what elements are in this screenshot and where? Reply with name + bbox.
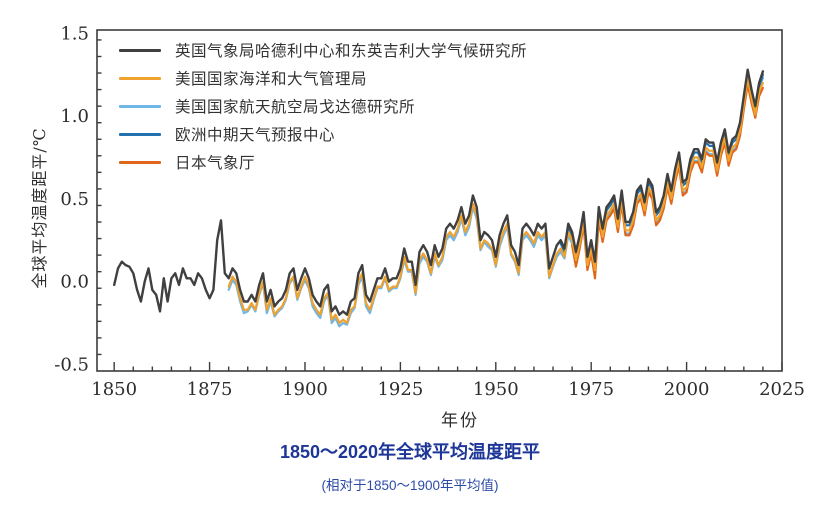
series-line-3	[559, 71, 765, 267]
svg-text:1850: 1850	[91, 379, 137, 400]
chart-subtitle: (相对于1850～1900年平均值)	[321, 478, 499, 493]
legend-line-sample-ukmo	[119, 48, 161, 52]
svg-text:1.0: 1.0	[60, 106, 89, 127]
svg-text:1950: 1950	[473, 379, 519, 400]
svg-text:0.0: 0.0	[60, 272, 89, 293]
legend-label-ukmo: 英国气象局哈德利中心和东英吉利大学气候研究所	[175, 42, 528, 60]
svg-text:1975: 1975	[568, 379, 614, 400]
svg-text:1925: 1925	[377, 379, 423, 400]
svg-text:2000: 2000	[664, 379, 710, 400]
svg-text:-0.5: -0.5	[54, 354, 89, 375]
legend-label-noaa: 美国国家海洋和大气管理局	[175, 70, 368, 88]
legend-line-sample-jma	[119, 160, 161, 164]
legend-item-ecmwf: 欧洲中期天气预报中心	[119, 120, 527, 148]
chart-title: 1850～2020年全球平均温度距平	[279, 442, 541, 462]
legend-label-jma: 日本气象厅	[175, 154, 256, 172]
svg-text:0.5: 0.5	[60, 189, 89, 210]
legend-line-sample-ecmwf	[119, 132, 161, 136]
svg-text:1875: 1875	[187, 379, 233, 400]
legend-item-jma: 日本气象厅	[119, 148, 527, 176]
series-line-0	[112, 68, 765, 316]
series-line-1	[227, 76, 765, 325]
legend-label-nasa: 美国国家航天航空局戈达德研究所	[175, 98, 416, 116]
legend: 英国气象局哈德利中心和东英吉利大学气候研究所 美国国家海洋和大气管理局 美国国家…	[119, 36, 527, 176]
svg-text:1.5: 1.5	[60, 23, 89, 44]
x-axis-label: 年份	[441, 411, 479, 431]
plot-area: 1850 1875 1900 1925 1950 1975 2000 2025 -0.5 0.0 0…	[54, 23, 805, 400]
svg-text:2025: 2025	[759, 379, 805, 400]
legend-line-sample-noaa	[119, 76, 161, 80]
legend-label-ecmwf: 欧洲中期天气预报中心	[175, 126, 336, 144]
legend-item-nasa: 美国国家航天航空局戈达德研究所	[119, 92, 527, 120]
y-axis-label: 全球平均温度距平/℃	[30, 127, 49, 289]
svg-text:1900: 1900	[282, 379, 328, 400]
legend-item-noaa: 美国国家海洋和大气管理局	[119, 64, 527, 92]
legend-item-ukmo: 英国气象局哈德利中心和东英吉利大学气候研究所	[119, 36, 527, 64]
legend-line-sample-nasa	[119, 104, 161, 108]
